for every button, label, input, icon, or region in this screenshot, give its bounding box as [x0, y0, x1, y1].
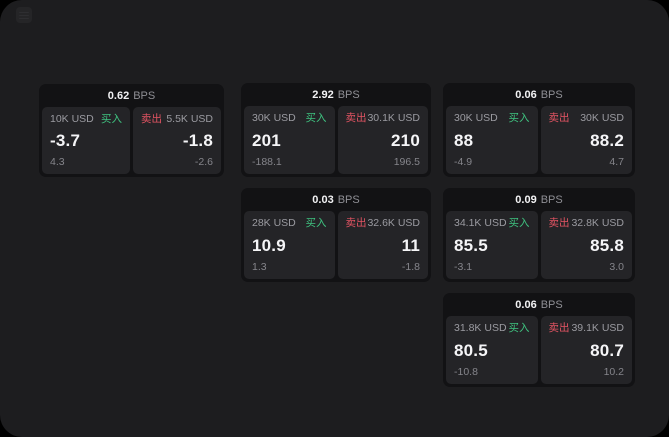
sell-side-label: 卖出 [548, 322, 570, 334]
bps-unit-label: BPS [540, 298, 563, 311]
sell-delta: 4.7 [609, 155, 624, 168]
sell-side-label: 卖出 [345, 217, 367, 229]
buy-delta: -188.1 [252, 155, 282, 168]
bps-unit-label: BPS [540, 88, 563, 101]
buy-side-label: 买入 [305, 217, 327, 229]
bps-header: 0.62 BPS [39, 84, 224, 107]
buy-panel[interactable]: 30K USD 买入 201 -188.1 [244, 106, 335, 174]
quote-card: 0.03 BPS 28K USD 买入 10.9 1.3 卖出 32.6K US… [241, 188, 431, 282]
buy-delta: 4.3 [50, 155, 65, 168]
sell-size: 30.1K USD [367, 112, 420, 124]
bps-header: 0.06 BPS [443, 293, 635, 316]
bps-unit-label: BPS [337, 193, 360, 206]
sell-side-label: 卖出 [548, 217, 570, 229]
buy-panel[interactable]: 30K USD 买入 88 -4.9 [446, 106, 538, 174]
bps-unit-label: BPS [540, 193, 563, 206]
bps-header: 0.09 BPS [443, 188, 635, 211]
sell-panel[interactable]: 卖出 32.6K USD 11 -1.8 [337, 211, 428, 279]
quote-card: 0.62 BPS 10K USD 买入 -3.7 4.3 卖出 5.5K USD… [39, 84, 224, 177]
quote-card: 0.09 BPS 34.1K USD 买入 85.5 -3.1 卖出 32.8K… [443, 188, 635, 282]
sell-side-label: 卖出 [345, 112, 367, 124]
buy-size: 31.8K USD [454, 322, 507, 334]
sell-price: 85.8 [590, 235, 624, 255]
bps-unit-label: BPS [133, 89, 156, 102]
sell-delta: 3.0 [609, 260, 624, 273]
buy-price: 10.9 [252, 235, 286, 255]
quote-card: 0.06 BPS 30K USD 买入 88 -4.9 卖出 30K USD 8… [443, 83, 635, 177]
buy-delta: -4.9 [454, 155, 473, 168]
buy-size: 28K USD [252, 217, 296, 229]
buy-price: 85.5 [454, 235, 488, 255]
sell-size: 5.5K USD [166, 113, 213, 125]
sell-side-label: 卖出 [548, 112, 570, 124]
buy-panel[interactable]: 34.1K USD 买入 85.5 -3.1 [446, 211, 538, 279]
sell-delta: 196.5 [393, 155, 420, 168]
sell-price: 210 [391, 130, 420, 150]
bps-header: 0.06 BPS [443, 83, 635, 106]
sell-price: 88.2 [590, 130, 624, 150]
sell-panel[interactable]: 卖出 30.1K USD 210 196.5 [337, 106, 428, 174]
sell-panel[interactable]: 卖出 30K USD 88.2 4.7 [540, 106, 632, 174]
buy-delta: -10.8 [454, 365, 478, 378]
sell-price: 11 [401, 235, 420, 255]
bps-value: 2.92 [312, 88, 334, 101]
buy-price: -3.7 [50, 131, 81, 150]
sell-delta: -2.6 [194, 155, 213, 168]
buy-panel[interactable]: 28K USD 买入 10.9 1.3 [244, 211, 335, 279]
sell-side-label: 卖出 [141, 113, 162, 125]
bps-value: 0.06 [515, 88, 537, 101]
buy-side-label: 买入 [508, 217, 530, 229]
buy-price: 80.5 [454, 340, 488, 360]
sell-size: 32.6K USD [367, 217, 420, 229]
buy-side-label: 买入 [508, 322, 530, 334]
buy-size: 30K USD [454, 112, 498, 124]
buy-side-label: 买入 [305, 112, 327, 124]
bps-header: 2.92 BPS [241, 83, 431, 106]
buy-size: 30K USD [252, 112, 296, 124]
buy-size: 10K USD [50, 113, 94, 125]
quote-card: 0.06 BPS 31.8K USD 买入 80.5 -10.8 卖出 39.1… [443, 293, 635, 387]
buy-panel[interactable]: 10K USD 买入 -3.7 4.3 [42, 107, 130, 174]
sell-size: 39.1K USD [571, 322, 624, 334]
bps-value: 0.09 [515, 193, 537, 206]
sell-size: 30K USD [580, 112, 624, 124]
bps-header: 0.03 BPS [241, 188, 431, 211]
sell-panel[interactable]: 卖出 39.1K USD 80.7 10.2 [540, 316, 632, 384]
bps-unit-label: BPS [337, 88, 360, 101]
bps-value: 0.62 [107, 89, 130, 102]
sell-size: 32.8K USD [571, 217, 624, 229]
sell-panel[interactable]: 卖出 5.5K USD -1.8 -2.6 [133, 107, 221, 174]
buy-side-label: 买入 [508, 112, 530, 124]
quote-card: 2.92 BPS 30K USD 买入 201 -188.1 卖出 30.1K … [241, 83, 431, 177]
sell-price: -1.8 [182, 131, 213, 150]
bps-value: 0.06 [515, 298, 537, 311]
sell-panel[interactable]: 卖出 32.8K USD 85.8 3.0 [540, 211, 632, 279]
buy-panel[interactable]: 31.8K USD 买入 80.5 -10.8 [446, 316, 538, 384]
buy-price: 88 [454, 130, 474, 150]
buy-size: 34.1K USD [454, 217, 507, 229]
buy-side-label: 买入 [101, 113, 122, 125]
buy-price: 201 [252, 130, 281, 150]
sell-delta: -1.8 [401, 260, 420, 273]
sell-price: 80.7 [590, 340, 624, 360]
app-menu-icon[interactable] [16, 7, 32, 23]
sell-delta: 10.2 [603, 365, 624, 378]
buy-delta: -3.1 [454, 260, 473, 273]
buy-delta: 1.3 [252, 260, 267, 273]
bps-value: 0.03 [312, 193, 334, 206]
